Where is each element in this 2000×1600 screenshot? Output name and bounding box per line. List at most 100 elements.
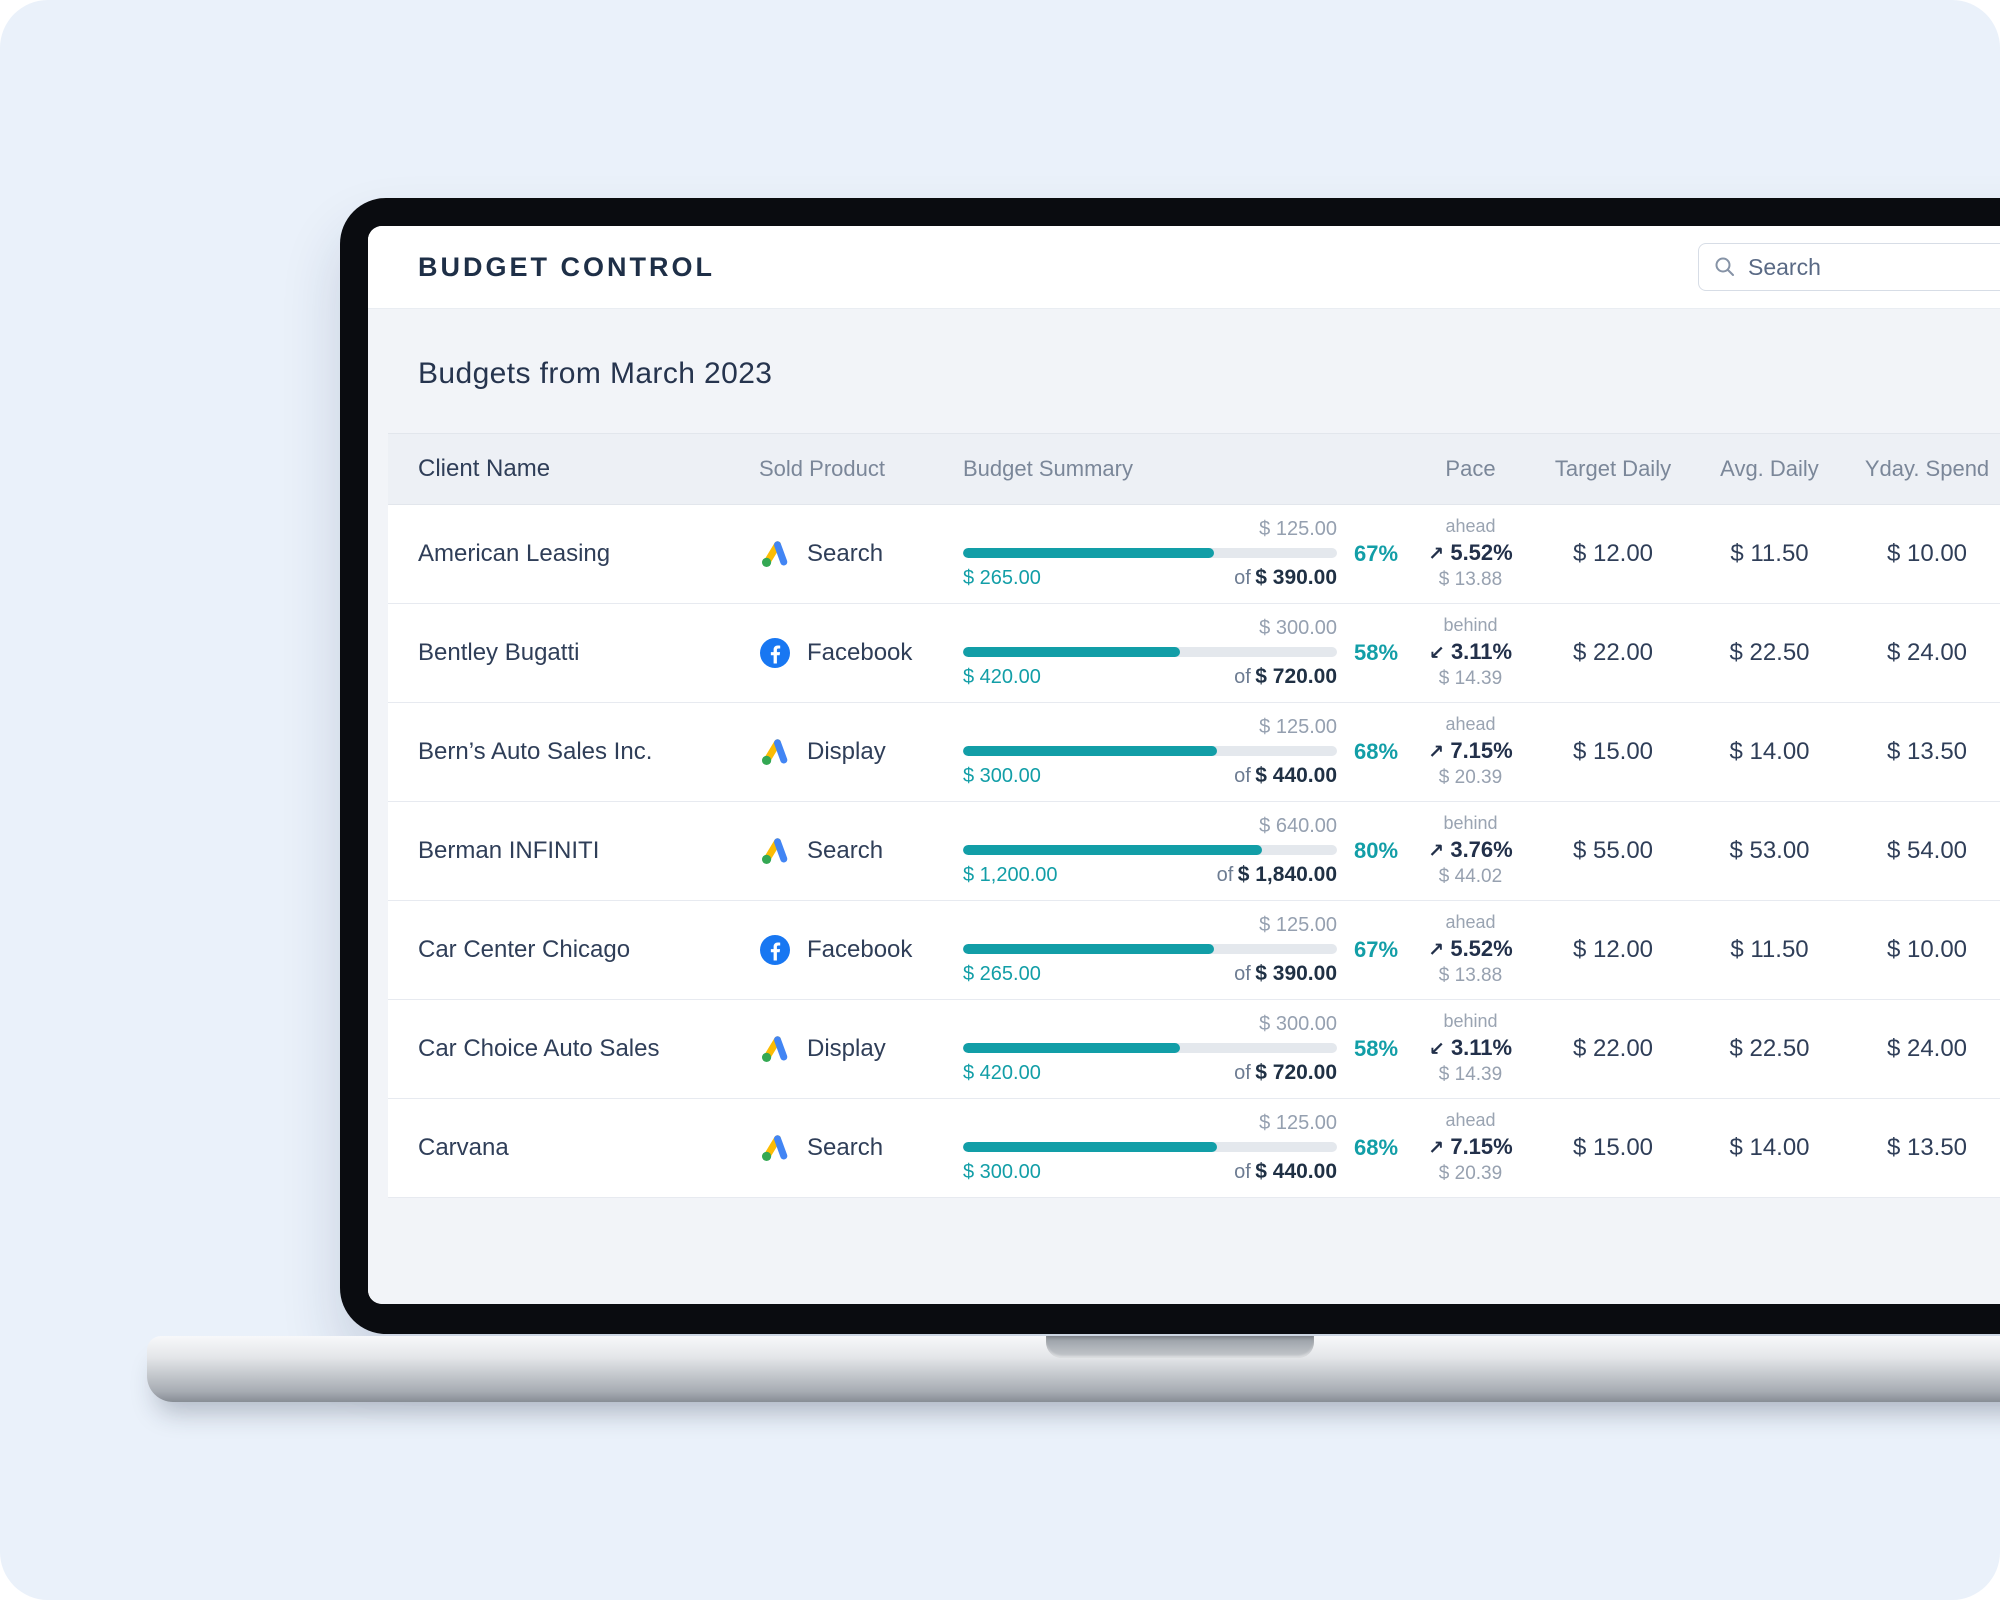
budget-remaining: $ 640.00 [1259, 815, 1337, 837]
page-heading: Budgets from March 2023 [418, 357, 773, 390]
budget-amounts: $ 265.00 of $ 390.00 [963, 962, 1337, 986]
budget-summary-cell: $ 125.00 $ 265.00 of $ 390.00 [963, 914, 1345, 986]
client-name: American Leasing [418, 540, 611, 567]
google-ads-icon [759, 1132, 791, 1164]
app-header: BUDGET CONTROL Search [368, 226, 2000, 309]
avg-daily: $ 11.50 [1730, 936, 1809, 963]
client-name: Car Center Chicago [418, 936, 631, 963]
budget-summary-cell: $ 300.00 $ 420.00 of $ 720.00 [963, 617, 1345, 689]
pace-percent: ↗ 7.15% [1428, 1134, 1513, 1159]
product-label: Display [807, 1035, 886, 1062]
progress-fill [963, 944, 1214, 954]
budget-total: of $ 390.00 [1234, 566, 1337, 589]
budget-remaining: $ 125.00 [1259, 1112, 1337, 1134]
pace-arrow-icon: ↗ [1428, 742, 1445, 763]
table-row[interactable]: Bentley Bugatti Facebook $ 300.00 [388, 604, 2000, 703]
budget-spent: $ 420.00 [963, 666, 1041, 688]
progress-fill [963, 1142, 1218, 1152]
pace-cell: behind ↙ 3.11% $ 14.39 [1407, 615, 1534, 690]
search-input[interactable]: Search [1698, 243, 2000, 291]
pace-cell: ahead ↗ 7.15% $ 20.39 [1407, 1110, 1534, 1185]
pace-amount: $ 14.39 [1438, 667, 1503, 689]
google-ads-icon [759, 736, 791, 768]
yday-spend: $ 54.00 [1886, 837, 1968, 864]
budget-spent: $ 420.00 [963, 1062, 1041, 1084]
progress-fill [963, 845, 1263, 855]
budget-total: of $ 440.00 [1234, 1160, 1337, 1183]
pace-amount: $ 44.02 [1438, 865, 1503, 887]
yday-spend: $ 13.50 [1886, 1134, 1968, 1161]
yday-spend: $ 13.50 [1886, 738, 1968, 765]
progress-bar [963, 845, 1337, 855]
pace-arrow-icon: ↗ [1428, 841, 1445, 862]
table-row[interactable]: Car Choice Auto Sales Display $ 300.00 [388, 1000, 2000, 1099]
progress-bar [963, 647, 1337, 657]
table-row[interactable]: Bern’s Auto Sales Inc. Display $ 125.00 [388, 703, 2000, 802]
avg-daily: $ 11.50 [1730, 540, 1809, 567]
budget-percent: 58% [1353, 640, 1399, 665]
sold-product-cell: Facebook [759, 637, 963, 669]
pace-percent: ↙ 3.11% [1428, 639, 1513, 664]
budget-remaining: $ 125.00 [1259, 716, 1337, 738]
budget-amounts: $ 300.00 of $ 440.00 [963, 764, 1337, 788]
pace-arrow-icon: ↙ [1428, 1039, 1445, 1060]
pace-cell: behind ↗ 3.76% $ 44.02 [1407, 813, 1534, 888]
budget-percent: 68% [1353, 1135, 1399, 1160]
sold-product-cell: Search [759, 538, 963, 570]
budget-amounts: $ 265.00 of $ 390.00 [963, 566, 1337, 590]
pace-arrow-icon: ↗ [1428, 1138, 1445, 1159]
budget-spent: $ 300.00 [963, 1161, 1041, 1183]
pace-amount: $ 20.39 [1438, 766, 1503, 788]
pace-percent: ↗ 5.52% [1428, 936, 1513, 961]
budget-percent: 67% [1353, 541, 1399, 566]
budget-amounts: $ 420.00 of $ 720.00 [963, 665, 1337, 689]
pace-arrow-icon: ↙ [1428, 643, 1445, 664]
search-placeholder: Search [1748, 253, 1821, 280]
sold-product-cell: Display [759, 736, 963, 768]
table-row[interactable]: Berman INFINITI Search $ 640.00 [388, 802, 2000, 901]
table-row[interactable]: American Leasing Search $ 125.00 [388, 505, 2000, 604]
budget-summary-cell: $ 125.00 $ 300.00 of $ 440.00 [963, 716, 1345, 788]
col-avg-daily: Avg. Daily [1720, 456, 1819, 481]
col-sold-product: Sold Product [759, 456, 885, 481]
col-target-daily: Target Daily [1554, 456, 1672, 481]
table-body: American Leasing Search $ 125.00 [388, 505, 2000, 1198]
app-title: BUDGET CONTROL [418, 251, 715, 282]
progress-fill [963, 1043, 1180, 1053]
budget-amounts: $ 1,200.00 of $ 1,840.00 [963, 863, 1337, 887]
content-area: Budgets from March 2023 Client Name Sold… [368, 309, 2000, 1304]
col-pace: Pace [1445, 456, 1496, 481]
budget-remaining: $ 125.00 [1259, 914, 1337, 936]
client-name: Berman INFINITI [418, 837, 600, 864]
budget-spent: $ 265.00 [963, 963, 1041, 985]
pace-cell: behind ↙ 3.11% $ 14.39 [1407, 1011, 1534, 1086]
facebook-icon [759, 637, 791, 669]
pace-percent: ↙ 3.11% [1428, 1035, 1513, 1060]
progress-bar [963, 1142, 1337, 1152]
yday-spend: $ 10.00 [1886, 540, 1968, 567]
avg-daily: $ 53.00 [1729, 837, 1810, 864]
progress-fill [963, 746, 1218, 756]
budget-remaining: $ 300.00 [1259, 1013, 1337, 1035]
col-budget-summary: Budget Summary [963, 456, 1133, 481]
pace-arrow-icon: ↗ [1428, 940, 1445, 961]
budget-percent: 68% [1353, 739, 1399, 764]
progress-bar [963, 944, 1337, 954]
budget-total: of $ 720.00 [1234, 665, 1337, 688]
target-daily: $ 15.00 [1572, 1134, 1654, 1161]
table-row[interactable]: Carvana Search $ 125.00 [388, 1099, 2000, 1198]
budget-summary-cell: $ 300.00 $ 420.00 of $ 720.00 [963, 1013, 1345, 1085]
budget-remaining: $ 300.00 [1259, 617, 1337, 639]
budget-spent: $ 1,200.00 [963, 864, 1058, 886]
sold-product-cell: Search [759, 835, 963, 867]
pace-amount: $ 13.88 [1438, 568, 1503, 590]
budget-spent: $ 300.00 [963, 765, 1041, 787]
laptop-base [147, 1336, 2000, 1402]
budget-summary-cell: $ 640.00 $ 1,200.00 of $ 1,840.00 [963, 815, 1345, 887]
pace-arrow-icon: ↗ [1428, 544, 1445, 565]
target-daily: $ 12.00 [1572, 936, 1654, 963]
client-name: Bentley Bugatti [418, 639, 580, 666]
search-icon [1713, 255, 1737, 279]
table-row[interactable]: Car Center Chicago Facebook $ 125.00 [388, 901, 2000, 1000]
